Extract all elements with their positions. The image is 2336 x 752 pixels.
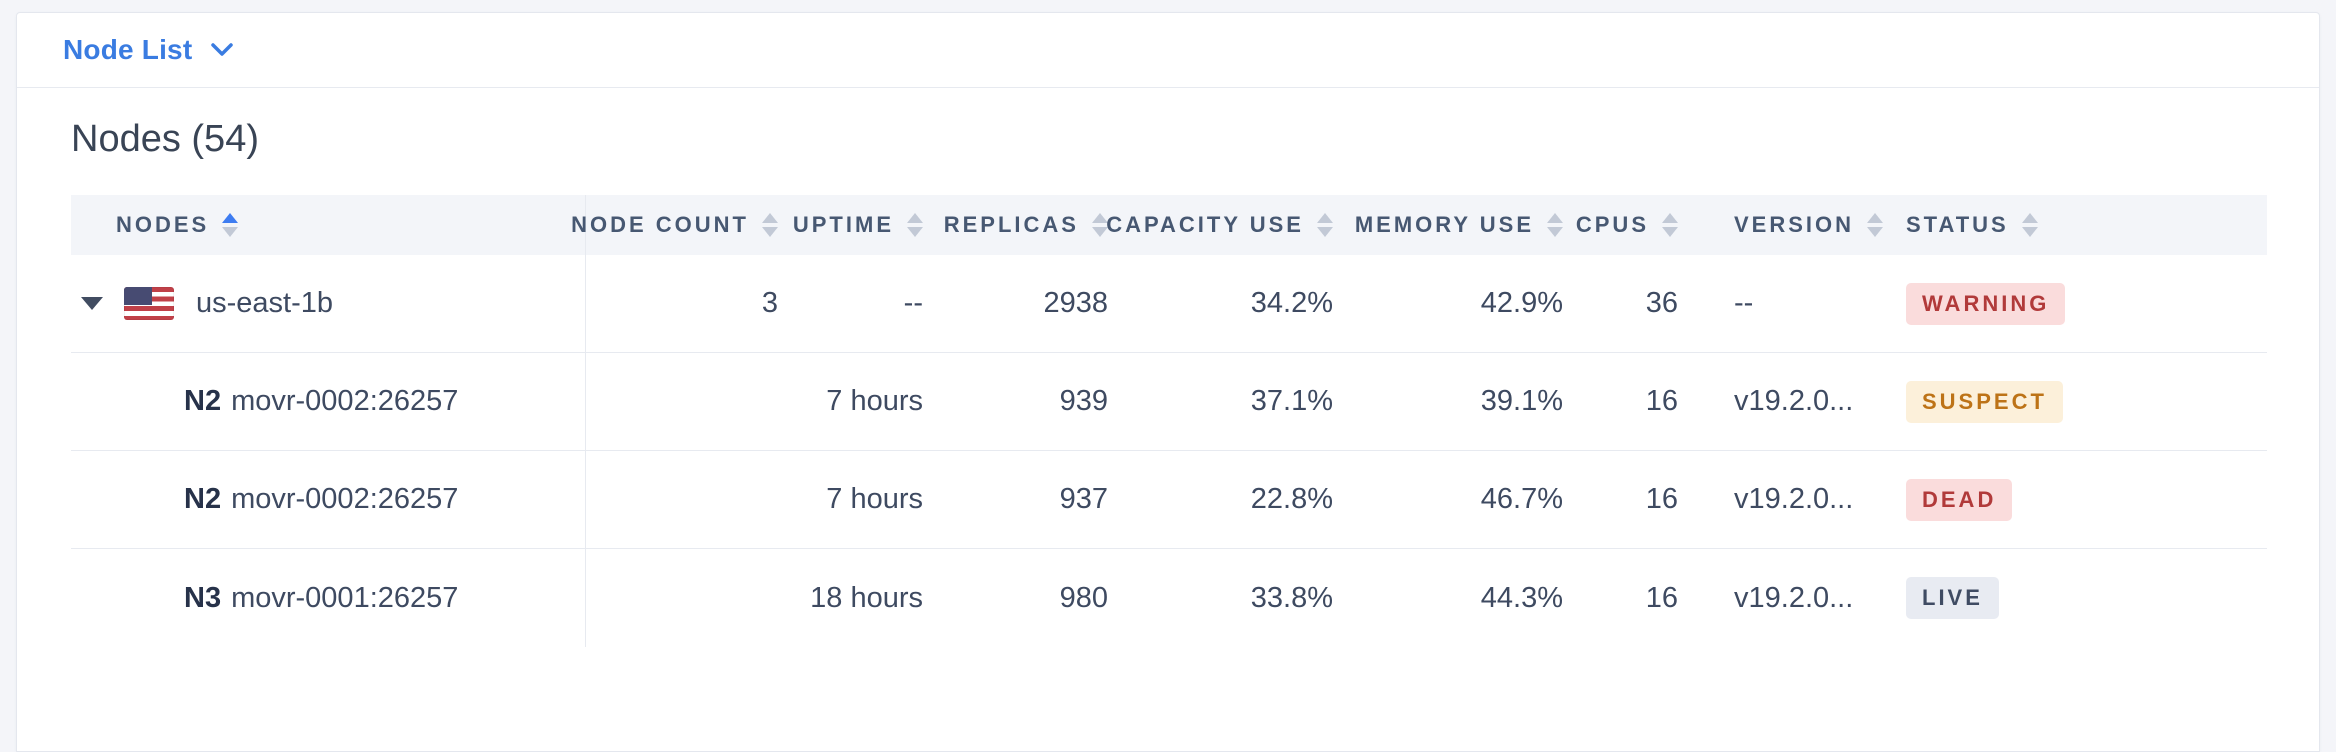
caret-down-icon[interactable] xyxy=(81,297,103,310)
memory-use-cell: 42.9% xyxy=(1480,287,1563,319)
card-content: Nodes (54) NODES NODE COUNT UPTIME REPLI… xyxy=(17,118,2319,647)
page-title: Nodes (54) xyxy=(71,118,259,160)
node-address: movr-0002:26257 xyxy=(231,483,459,515)
card-topbar: Node List xyxy=(17,13,2319,88)
column-header-replicas[interactable]: REPLICAS xyxy=(944,195,1136,255)
memory-use-cell: 44.3% xyxy=(1480,581,1563,614)
node-name-cell: N3 movr-0001:26257 xyxy=(71,549,586,647)
table-row-region[interactable]: us-east-1b 3 -- 2938 34.2% 42.9% 36 -- W… xyxy=(71,255,2267,353)
node-list-dropdown[interactable]: Node List xyxy=(63,34,234,66)
status-badge: DEAD xyxy=(1906,478,2013,521)
node-count-cell xyxy=(586,451,806,548)
column-label: VERSION xyxy=(1734,212,1855,237)
node-count-cell xyxy=(586,353,806,450)
node-name-cell: N2 movr-0002:26257 xyxy=(71,451,586,548)
replicas-cell: 2938 xyxy=(1043,287,1108,319)
table-row-node[interactable]: N2 movr-0002:26257 7 hours 937 22.8% 46.… xyxy=(71,451,2267,549)
memory-use-cell: 46.7% xyxy=(1480,483,1563,515)
column-label: NODES xyxy=(116,212,210,237)
version-cell: -- xyxy=(1734,287,1754,319)
sort-arrows-icon[interactable] xyxy=(1092,213,1108,237)
column-label: UPTIME xyxy=(792,212,894,237)
status-badge: LIVE xyxy=(1906,577,1999,619)
column-label: MEMORY USE xyxy=(1354,212,1534,237)
capacity-use-cell: 37.1% xyxy=(1250,385,1333,417)
capacity-use-cell: 34.2% xyxy=(1250,287,1333,319)
status-badge: WARNING xyxy=(1906,282,2066,325)
column-header-version[interactable]: VERSION xyxy=(1706,195,1884,255)
memory-use-cell: 39.1% xyxy=(1480,385,1563,417)
column-header-cpus[interactable]: CPUS xyxy=(1576,195,1706,255)
column-header-status[interactable]: STATUS xyxy=(1876,195,2267,255)
column-label: CPUS xyxy=(1575,212,1649,237)
uptime-cell: -- xyxy=(903,287,923,319)
sort-arrows-icon[interactable] xyxy=(2021,213,2038,237)
replicas-cell: 939 xyxy=(1059,385,1108,417)
cpus-cell: 16 xyxy=(1645,581,1678,614)
status-cell: WARNING xyxy=(1876,255,2267,352)
column-header-capacity-use[interactable]: CAPACITY USE xyxy=(1106,195,1361,255)
status-cell: DEAD xyxy=(1876,451,2267,548)
region-name: us-east-1b xyxy=(196,287,334,319)
region-name-cell: us-east-1b xyxy=(71,255,586,352)
uptime-cell: 18 hours xyxy=(810,581,923,614)
node-list-card: Node List Nodes (54) NODES NODE COUNT UP… xyxy=(16,12,2320,752)
sort-arrows-icon[interactable] xyxy=(907,213,923,237)
sort-arrows-icon[interactable] xyxy=(762,213,778,237)
node-list-dropdown-label: Node List xyxy=(63,34,193,65)
status-cell: SUSPECT xyxy=(1876,353,2267,450)
node-address: movr-0001:26257 xyxy=(231,581,459,614)
sort-arrows-icon[interactable] xyxy=(222,213,239,237)
status-badge: SUSPECT xyxy=(1906,380,2063,423)
sort-arrows-icon[interactable] xyxy=(1662,213,1678,237)
status-cell: LIVE xyxy=(1876,549,2267,647)
column-header-memory-use[interactable]: MEMORY USE xyxy=(1355,195,1591,255)
column-header-nodes[interactable]: NODES xyxy=(71,195,586,255)
node-count-cell: 3 xyxy=(761,287,778,319)
uptime-cell: 7 hours xyxy=(826,385,923,417)
node-id: N2 xyxy=(184,483,222,515)
capacity-use-cell: 22.8% xyxy=(1250,483,1333,515)
node-id: N2 xyxy=(184,385,222,417)
column-label: NODE COUNT xyxy=(571,212,749,237)
capacity-use-cell: 33.8% xyxy=(1250,581,1333,614)
version-cell: v19.2.0... xyxy=(1734,483,1854,515)
version-cell: v19.2.0... xyxy=(1734,385,1854,417)
node-name-cell: N2 movr-0002:26257 xyxy=(71,353,586,450)
nodes-table: NODES NODE COUNT UPTIME REPLICAS CAPACIT… xyxy=(71,195,2267,647)
cpus-cell: 16 xyxy=(1645,483,1678,515)
replicas-cell: 980 xyxy=(1059,581,1108,614)
column-header-node-count[interactable]: NODE COUNT xyxy=(571,195,806,255)
uptime-cell: 7 hours xyxy=(826,483,923,515)
table-row-node[interactable]: N2 movr-0002:26257 7 hours 939 37.1% 39.… xyxy=(71,353,2267,451)
chevron-down-icon xyxy=(210,42,234,58)
version-cell: v19.2.0... xyxy=(1734,581,1854,614)
column-label: STATUS xyxy=(1906,212,2009,237)
column-header-uptime[interactable]: UPTIME xyxy=(793,195,951,255)
table-row-node[interactable]: N3 movr-0001:26257 18 hours 980 33.8% 44… xyxy=(71,549,2267,647)
column-label: CAPACITY USE xyxy=(1106,212,1304,237)
cpus-cell: 16 xyxy=(1645,385,1678,417)
node-address: movr-0002:26257 xyxy=(231,385,459,417)
column-label: REPLICAS xyxy=(943,212,1079,237)
sort-arrows-icon[interactable] xyxy=(1317,213,1333,237)
node-id: N3 xyxy=(184,581,222,614)
sort-arrows-icon[interactable] xyxy=(1867,213,1884,237)
node-count-cell xyxy=(586,549,806,647)
sort-arrows-icon[interactable] xyxy=(1547,213,1563,237)
cpus-cell: 36 xyxy=(1645,287,1678,319)
us-flag-icon xyxy=(124,287,174,320)
table-header-row: NODES NODE COUNT UPTIME REPLICAS CAPACIT… xyxy=(71,195,2267,255)
replicas-cell: 937 xyxy=(1059,483,1108,515)
